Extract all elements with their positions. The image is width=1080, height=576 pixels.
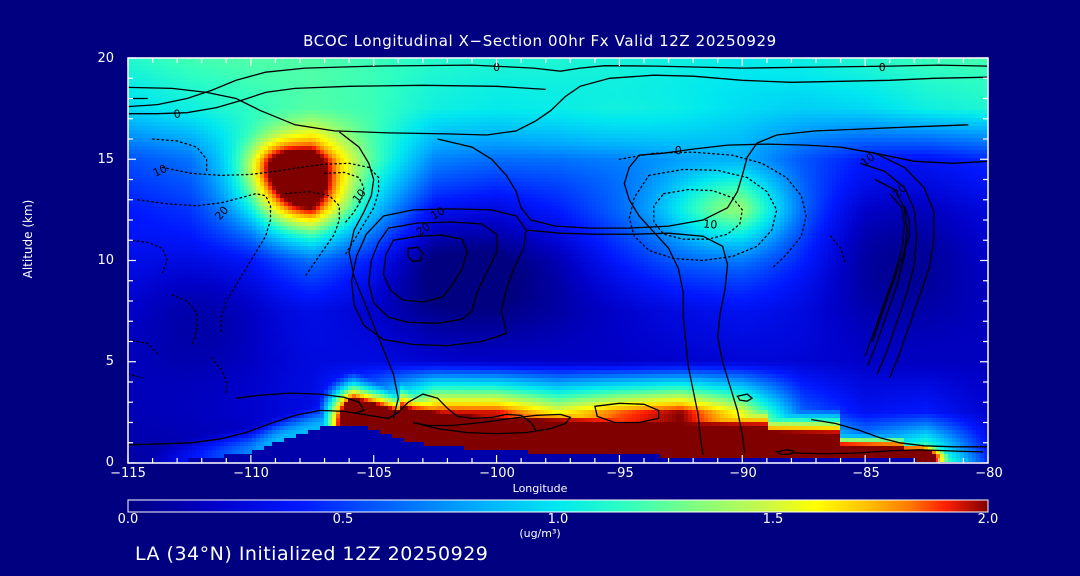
y-tick-label-15: 15 bbox=[74, 152, 114, 167]
concentration-field bbox=[128, 58, 988, 463]
axis-ticks bbox=[127, 57, 989, 464]
y-tick-label-10: 10 bbox=[74, 253, 114, 268]
colorbar-tick-1.5: 1.5 bbox=[743, 512, 803, 527]
x-tick-label-100: −100 bbox=[467, 466, 527, 481]
x-tick-label-105: −105 bbox=[344, 466, 404, 481]
colorbar-tick-0.0: 0.0 bbox=[98, 512, 158, 527]
x-tick-label-95: −95 bbox=[590, 466, 650, 481]
colorbar bbox=[127, 499, 989, 513]
colorbar-unit-label: (ug/m³) bbox=[0, 527, 1080, 540]
x-tick-label-110: −110 bbox=[221, 466, 281, 481]
figure-title: BCOC Longitudinal X−Section 00hr Fx Vali… bbox=[0, 32, 1080, 50]
y-tick-label-20: 20 bbox=[74, 51, 114, 66]
colorbar-tick-2.0: 2.0 bbox=[958, 512, 1018, 527]
y-tick-label-5: 5 bbox=[74, 354, 114, 369]
contour-overlay bbox=[128, 64, 988, 456]
x-tick-label-115: −115 bbox=[98, 466, 158, 481]
x-tick-label-85: −85 bbox=[836, 466, 896, 481]
x-axis-label: Longitude bbox=[0, 482, 1080, 495]
y-tick-label-0: 0 bbox=[74, 455, 114, 470]
colorbar-tick-0.5: 0.5 bbox=[313, 512, 373, 527]
colorbar-tick-1.0: 1.0 bbox=[528, 512, 588, 527]
x-tick-label-90: −90 bbox=[713, 466, 773, 481]
figure-caption: LA (34°N) Initialized 12Z 20250929 bbox=[135, 543, 488, 565]
x-tick-label-80: −80 bbox=[959, 466, 1019, 481]
